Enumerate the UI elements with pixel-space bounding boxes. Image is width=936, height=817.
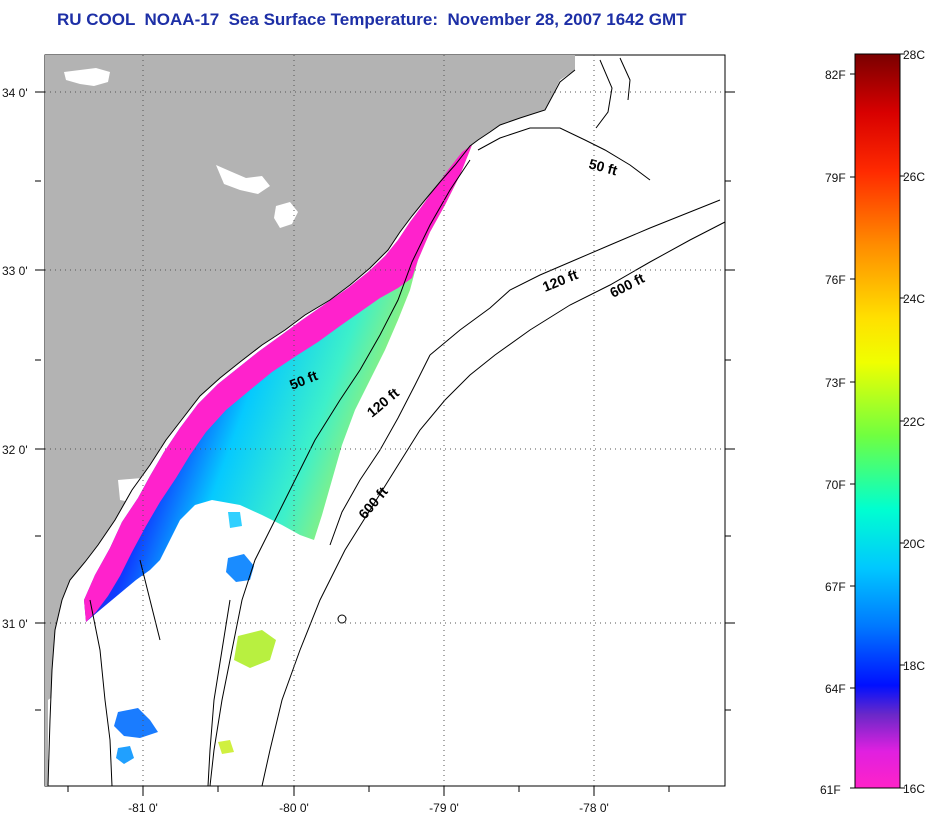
celsius-label: 22C (903, 415, 925, 429)
contour-50ft (209, 127, 651, 787)
sst-swath-coastal-band (84, 145, 472, 622)
lon-label: -80 0' (279, 801, 309, 815)
seamount-contour (337, 614, 347, 624)
contour-label: 50 ft (587, 155, 619, 178)
frame-ticks (35, 91, 735, 796)
celsius-label: 20C (903, 537, 925, 551)
celsius-label: 18C (903, 659, 925, 673)
land-mass (45, 55, 575, 786)
contour-600ft (261, 221, 726, 787)
lat-label: 31 0' (2, 617, 28, 631)
sst-patch (234, 630, 276, 668)
lon-label: -81 0' (128, 801, 158, 815)
lon-label: -79 0' (429, 801, 459, 815)
colorbar-ticks (850, 53, 905, 789)
fahrenheit-label: 61F (820, 783, 841, 797)
graticule (45, 55, 725, 786)
cloud-patch (216, 165, 270, 194)
map-title: RU COOL NOAA-17 Sea Surface Temperature:… (57, 10, 687, 29)
sst-patch (228, 512, 242, 528)
cloud-patch (58, 612, 86, 660)
sst-map: 50 ft 120 ft 600 ft 50 ft 120 ft 600 ft … (2, 54, 735, 815)
celsius-label: 16C (903, 782, 925, 796)
lat-label: 33 0' (2, 264, 28, 278)
lat-label: 32 0' (2, 443, 28, 457)
sst-patch (226, 554, 254, 582)
sst-patch (218, 740, 234, 754)
lat-label: 34 0' (2, 86, 28, 100)
fahrenheit-label: 79F (825, 171, 846, 185)
celsius-label: 26C (903, 170, 925, 184)
cloud-patch (64, 68, 110, 86)
fahrenheit-label: 64F (825, 682, 846, 696)
lon-label: -78 0' (579, 801, 609, 815)
coastline (47, 69, 576, 787)
cloud-patch (274, 202, 298, 228)
sst-patch (116, 746, 134, 764)
celsius-label: 28C (903, 48, 925, 62)
cloud-patch (48, 690, 66, 760)
colorbar-gradient (854, 53, 901, 789)
barrier-islands (89, 57, 631, 787)
fahrenheit-label: 76F (825, 273, 846, 287)
fahrenheit-label: 73F (825, 376, 846, 390)
fahrenheit-label: 82F (825, 68, 846, 82)
sst-swath (84, 145, 472, 622)
contour-120ft (329, 199, 721, 546)
fahrenheit-label: 67F (825, 580, 846, 594)
sst-patch (114, 708, 158, 738)
fahrenheit-label: 70F (825, 478, 846, 492)
celsius-label: 24C (903, 292, 925, 306)
temperature-colorbar: 82F 79F 76F 73F 70F 67F 64F 61F 28C 26C … (820, 48, 925, 797)
